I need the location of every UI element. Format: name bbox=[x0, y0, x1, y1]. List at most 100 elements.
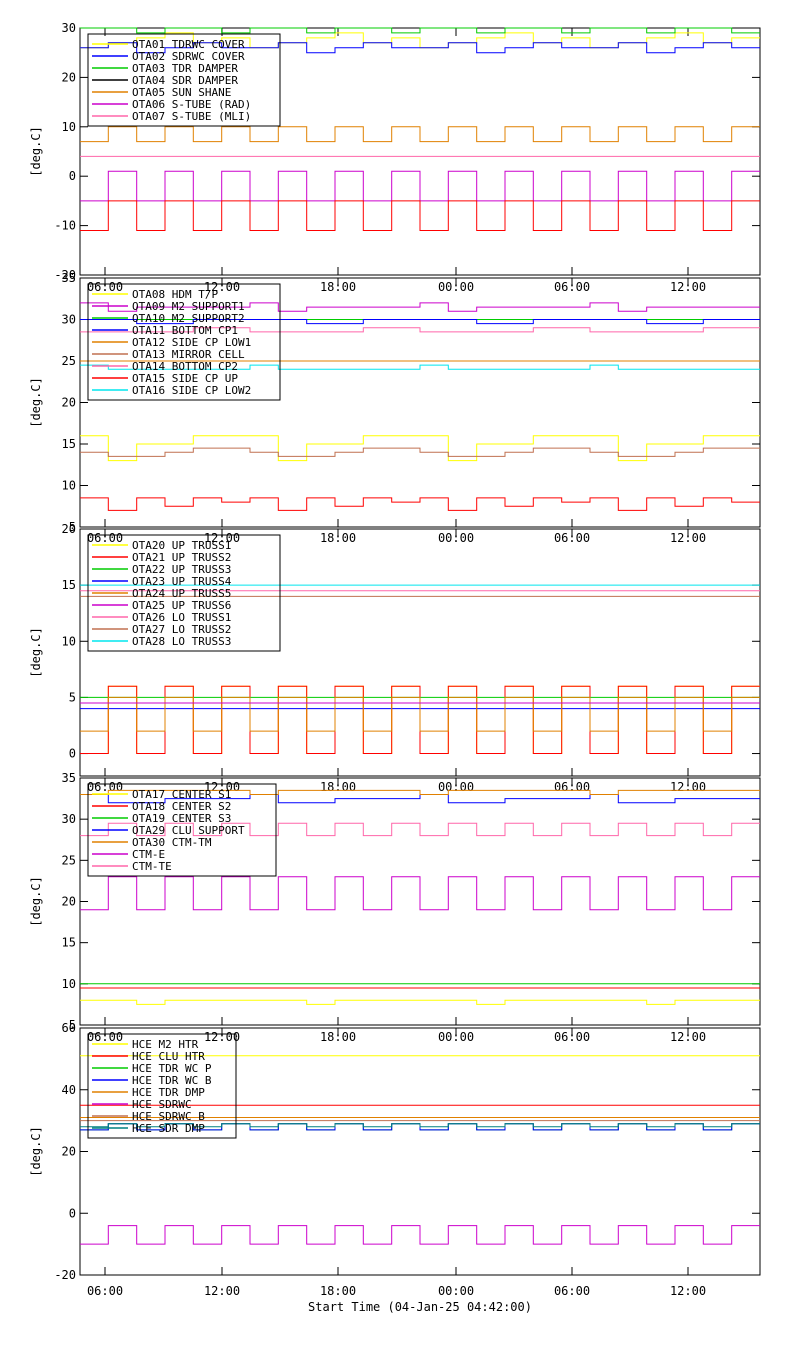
legend-entry: OTA02 SDRWC COVER bbox=[132, 50, 245, 63]
legend-entry: OTA23 UP TRUSS4 bbox=[132, 575, 232, 588]
series-line bbox=[80, 200, 760, 231]
x-tick-label-bottom: 12:00 bbox=[670, 1284, 706, 1298]
y-tick-label: 10 bbox=[62, 977, 76, 991]
x-tick-label: 06:00 bbox=[87, 280, 123, 294]
legend-entry: OTA15 SIDE CP UP bbox=[132, 372, 238, 385]
legend-entry: HCE CLU HTR bbox=[132, 1050, 205, 1063]
legend-entry: OTA19 CENTER S3 bbox=[132, 812, 231, 825]
y-tick-label: -20 bbox=[54, 268, 76, 282]
x-tick-label: 12:00 bbox=[670, 280, 706, 294]
legend-entry: CTM-E bbox=[132, 848, 165, 861]
legend-entry: CTM-TE bbox=[132, 860, 172, 873]
x-tick-label: 12:00 bbox=[670, 780, 706, 794]
x-tick-label: 12:00 bbox=[204, 1030, 240, 1044]
series-line bbox=[80, 302, 760, 312]
y-tick-label: 5 bbox=[69, 690, 76, 704]
x-axis-label: Start Time (04-Jan-25 04:42:00) bbox=[308, 1300, 532, 1314]
x-tick-label: 12:00 bbox=[670, 1030, 706, 1044]
legend-entry: OTA09 M2 SUPPORT1 bbox=[132, 300, 245, 313]
series-line bbox=[80, 794, 760, 804]
y-tick-label: 20 bbox=[62, 522, 76, 536]
series-line bbox=[80, 1225, 760, 1245]
legend-entry: HCE SDRWC B bbox=[132, 1110, 205, 1123]
legend-entry: OTA27 LO TRUSS2 bbox=[132, 623, 231, 636]
series-line bbox=[80, 27, 760, 34]
series-line bbox=[80, 319, 760, 325]
chart-panel-2: 5 10 15 20 25 30 35 [deg.C] 06:00 12:00 18:00 00:00… bbox=[29, 271, 761, 534]
y-axis-label: [deg.C] bbox=[29, 876, 43, 927]
y-tick-label: 35 bbox=[62, 271, 76, 285]
legend-entry: OTA05 SUN SHANE bbox=[132, 86, 231, 99]
y-tick-label: 25 bbox=[62, 354, 76, 368]
series-line bbox=[80, 435, 760, 462]
x-tick-label: 06:00 bbox=[554, 531, 590, 545]
y-tick-label: 20 bbox=[62, 1145, 76, 1159]
x-tick-label-bottom: 00:00 bbox=[438, 1284, 474, 1298]
legend-entry: HCE SDR DMP bbox=[132, 1122, 205, 1135]
legend-box bbox=[87, 534, 281, 652]
x-tick-label: 06:00 bbox=[87, 780, 123, 794]
legend-entry: OTA01 TDRWC COVER bbox=[132, 38, 245, 51]
y-tick-label: 5 bbox=[69, 1018, 76, 1032]
legend-entry: OTA25 UP TRUSS6 bbox=[132, 599, 231, 612]
legend-entry: HCE TDR WC P bbox=[132, 1062, 212, 1075]
legend-entry: OTA29 CLU SUPPORT bbox=[132, 824, 245, 837]
x-tick-label: 18:00 bbox=[320, 280, 356, 294]
y-tick-label: 35 bbox=[62, 771, 76, 785]
chart-panel-4: 5 10 15 20 25 30 35 [deg.C] 06:00 12:00 18:00 00:00… bbox=[29, 771, 761, 1032]
x-tick-label: 06:00 bbox=[87, 531, 123, 545]
y-tick-label: -20 bbox=[54, 1268, 76, 1282]
legend-entry: HCE SDRWC bbox=[132, 1098, 192, 1111]
legend-entry: OTA12 SIDE CP LOW1 bbox=[132, 336, 251, 349]
y-tick-label: 30 bbox=[62, 313, 76, 327]
x-tick-label-bottom: 18:00 bbox=[320, 1284, 356, 1298]
y-tick-label: 10 bbox=[62, 120, 76, 134]
y-tick-label: 20 bbox=[62, 895, 76, 909]
series-line bbox=[80, 696, 760, 732]
y-tick-label: 60 bbox=[62, 1021, 76, 1035]
y-tick-label: 5 bbox=[69, 520, 76, 534]
series-line bbox=[80, 497, 760, 511]
x-tick-label: 06:00 bbox=[87, 1030, 123, 1044]
y-tick-label: 30 bbox=[62, 812, 76, 826]
plot-frame bbox=[79, 528, 761, 777]
series-line bbox=[80, 876, 760, 911]
legend-box bbox=[87, 783, 277, 877]
x-tick-label: 00:00 bbox=[438, 280, 474, 294]
x-tick-label: 06:00 bbox=[554, 780, 590, 794]
x-tick-label: 18:00 bbox=[320, 531, 356, 545]
y-tick-label: 30 bbox=[62, 21, 76, 35]
legend-entry: OTA07 S-TUBE (MLI) bbox=[132, 110, 251, 123]
legend-entry: OTA14 BOTTOM CP2 bbox=[132, 360, 238, 373]
series-line bbox=[80, 32, 760, 49]
x-tick-label: 18:00 bbox=[320, 780, 356, 794]
series-line bbox=[80, 789, 760, 795]
legend-entry: OTA06 S-TUBE (RAD) bbox=[132, 98, 251, 111]
chart-panel-5: -20 0 20 40 60 [deg.C] 06:00 12:00 18:00 00:00 06:… bbox=[29, 1021, 761, 1282]
legend-entry: OTA16 SIDE CP LOW2 bbox=[132, 384, 251, 397]
legend-entry: OTA20 UP TRUSS1 bbox=[132, 539, 231, 552]
legend-entry: OTA11 BOTTOM CP1 bbox=[132, 324, 238, 337]
legend-entry: OTA30 CTM-TM bbox=[132, 836, 212, 849]
y-tick-label: 25 bbox=[62, 853, 76, 867]
legend-entry: HCE TDR DMP bbox=[132, 1086, 205, 1099]
y-tick-label: 15 bbox=[62, 578, 76, 592]
y-axis-label: [deg.C] bbox=[29, 126, 43, 177]
series-line bbox=[80, 170, 760, 202]
series-line bbox=[80, 42, 760, 54]
y-axis-label: [deg.C] bbox=[29, 627, 43, 678]
legend-entry: OTA10 M2 SUPPORT2 bbox=[132, 312, 245, 325]
series-line bbox=[80, 1123, 760, 1128]
y-tick-label: 0 bbox=[69, 169, 76, 183]
legend-entry: OTA21 UP TRUSS2 bbox=[132, 551, 231, 564]
x-tick-label: 06:00 bbox=[554, 280, 590, 294]
y-tick-label: 20 bbox=[62, 396, 76, 410]
legend-entry: OTA18 CENTER S2 bbox=[132, 800, 231, 813]
y-tick-label: 10 bbox=[62, 634, 76, 648]
legend-entry: OTA13 MIRROR CELL bbox=[132, 348, 245, 361]
legend-entry: OTA03 TDR DAMPER bbox=[132, 62, 238, 75]
series-line bbox=[80, 999, 760, 1005]
legend-entry: HCE M2 HTR bbox=[132, 1038, 199, 1051]
series-line bbox=[80, 447, 760, 457]
